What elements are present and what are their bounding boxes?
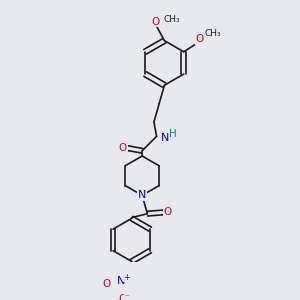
Text: O: O bbox=[164, 207, 172, 217]
Text: +: + bbox=[124, 273, 130, 282]
Text: N: N bbox=[161, 133, 169, 143]
Text: ⁻: ⁻ bbox=[125, 293, 130, 300]
Text: O: O bbox=[151, 16, 159, 26]
Text: O: O bbox=[119, 142, 127, 153]
Text: O: O bbox=[118, 294, 127, 300]
Text: H: H bbox=[169, 129, 177, 139]
Text: O: O bbox=[195, 34, 204, 44]
Text: CH₃: CH₃ bbox=[163, 15, 180, 24]
Text: N: N bbox=[117, 276, 125, 286]
Text: N: N bbox=[138, 190, 146, 200]
Text: O: O bbox=[103, 279, 111, 289]
Text: CH₃: CH₃ bbox=[205, 29, 221, 38]
